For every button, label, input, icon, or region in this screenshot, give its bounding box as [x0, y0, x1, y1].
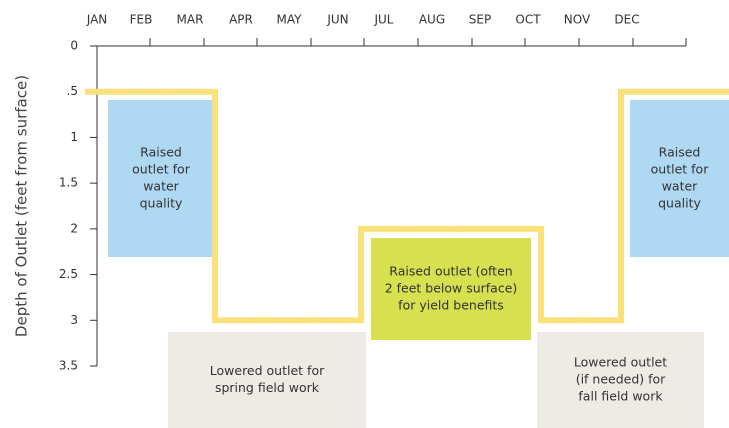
x-tick-label: NOV: [564, 13, 591, 27]
x-tick-label: APR: [229, 13, 253, 27]
annotation-text: outlet for: [651, 162, 710, 177]
annotation-text: Lowered outlet for: [210, 363, 325, 378]
x-tick-label: MAR: [177, 13, 204, 27]
y-tick-label: 3.5: [59, 359, 78, 373]
x-tick-label: AUG: [419, 13, 445, 27]
annotation-text: Raised: [140, 145, 182, 160]
x-tick-label: DEC: [614, 13, 639, 27]
annotation-box: [537, 332, 704, 428]
y-tick-label: 1.5: [59, 176, 78, 190]
y-tick-label: 0: [70, 39, 78, 53]
annotation-text: Raised: [659, 145, 701, 160]
annotation-text: quality: [658, 196, 701, 211]
annotation-box: [108, 100, 214, 257]
x-tick-label: JUN: [326, 13, 348, 27]
annotation-text: for yield benefits: [398, 298, 504, 313]
y-axis-label: Depth of Outlet (feet from surface): [13, 75, 31, 337]
x-tick-label: JUL: [373, 13, 393, 27]
annotation-text: (if needed) for: [576, 372, 666, 387]
annotation-text: water: [662, 179, 698, 194]
y-tick-label: 2.5: [59, 267, 78, 281]
x-tick-label: OCT: [515, 13, 541, 27]
x-tick-label: FEB: [130, 13, 153, 27]
annotation-box: [371, 238, 531, 340]
x-tick-label: JAN: [86, 13, 108, 27]
y-tick-label: 3: [70, 313, 78, 327]
annotation-text: fall field work: [578, 389, 663, 404]
y-tick-label: 2: [70, 221, 78, 235]
x-tick-label: MAY: [277, 13, 303, 27]
annotation-box: [168, 332, 366, 428]
y-tick-label: 1: [70, 130, 78, 144]
annotation-text: water: [143, 179, 179, 194]
annotation-text: 2 feet below surface): [385, 281, 518, 296]
annotation-text: Raised outlet (often: [389, 264, 512, 279]
annotation-text: spring field work: [215, 380, 320, 395]
annotation-text: Lowered outlet: [574, 355, 667, 370]
y-tick-label: .5: [67, 84, 78, 98]
annotation-text: outlet for: [132, 162, 191, 177]
x-tick-label: SEP: [469, 13, 491, 27]
annotation-text: quality: [140, 196, 183, 211]
annotation-box: [630, 100, 729, 257]
